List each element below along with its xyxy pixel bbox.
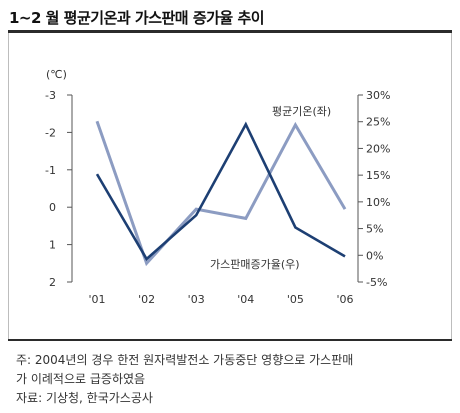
x-tick-label: '06 bbox=[336, 293, 353, 306]
right-tick-label: -5% bbox=[366, 276, 387, 289]
gas-sales-growth-line bbox=[95, 121, 346, 262]
footnote-remark: 주: 2004년의 경우 한전 원자력발전소 가동중단 영향으로 가스판매 bbox=[16, 353, 354, 367]
footnote-remark-continued: 가 이례적으로 급증하였음 bbox=[16, 372, 146, 386]
right-tick-label: 25% bbox=[366, 116, 390, 129]
left-tick-label: -1 bbox=[45, 164, 56, 177]
right-tick-label: 0% bbox=[366, 249, 383, 262]
footnote-source: 자료: 기상청, 한국가스공사 bbox=[16, 391, 153, 405]
right-tick-label: 10% bbox=[366, 196, 390, 209]
left-tick-label: -3 bbox=[45, 89, 56, 102]
chart-frame bbox=[8, 33, 452, 339]
x-tick-label: '05 bbox=[287, 293, 304, 306]
left-tick-label: 2 bbox=[49, 276, 56, 289]
temperature-series-label: 평균기온(좌) bbox=[272, 105, 331, 118]
footer-divider bbox=[8, 339, 452, 341]
x-tick-label: '02 bbox=[138, 293, 155, 306]
x-tick-label: '04 bbox=[237, 293, 254, 306]
gas-sales-series-label: 가스판매증가율(우) bbox=[210, 258, 300, 271]
right-tick-label: 15% bbox=[366, 169, 390, 182]
left-axis-unit: (℃) bbox=[46, 68, 67, 81]
title-divider bbox=[8, 30, 452, 33]
left-tick-label: 0 bbox=[49, 201, 56, 214]
left-tick-label: 1 bbox=[49, 239, 56, 252]
x-tick-label: '03 bbox=[188, 293, 205, 306]
temperature-line bbox=[95, 120, 347, 267]
right-tick-label: 30% bbox=[366, 89, 390, 102]
right-tick-label: 20% bbox=[366, 142, 390, 155]
chart-title: 1~2 월 평균기온과 가스판매 증가율 추이 bbox=[9, 9, 265, 27]
right-tick-label: 5% bbox=[366, 223, 383, 236]
left-tick-label: -2 bbox=[45, 126, 56, 139]
x-tick-label: '01 bbox=[88, 293, 105, 306]
